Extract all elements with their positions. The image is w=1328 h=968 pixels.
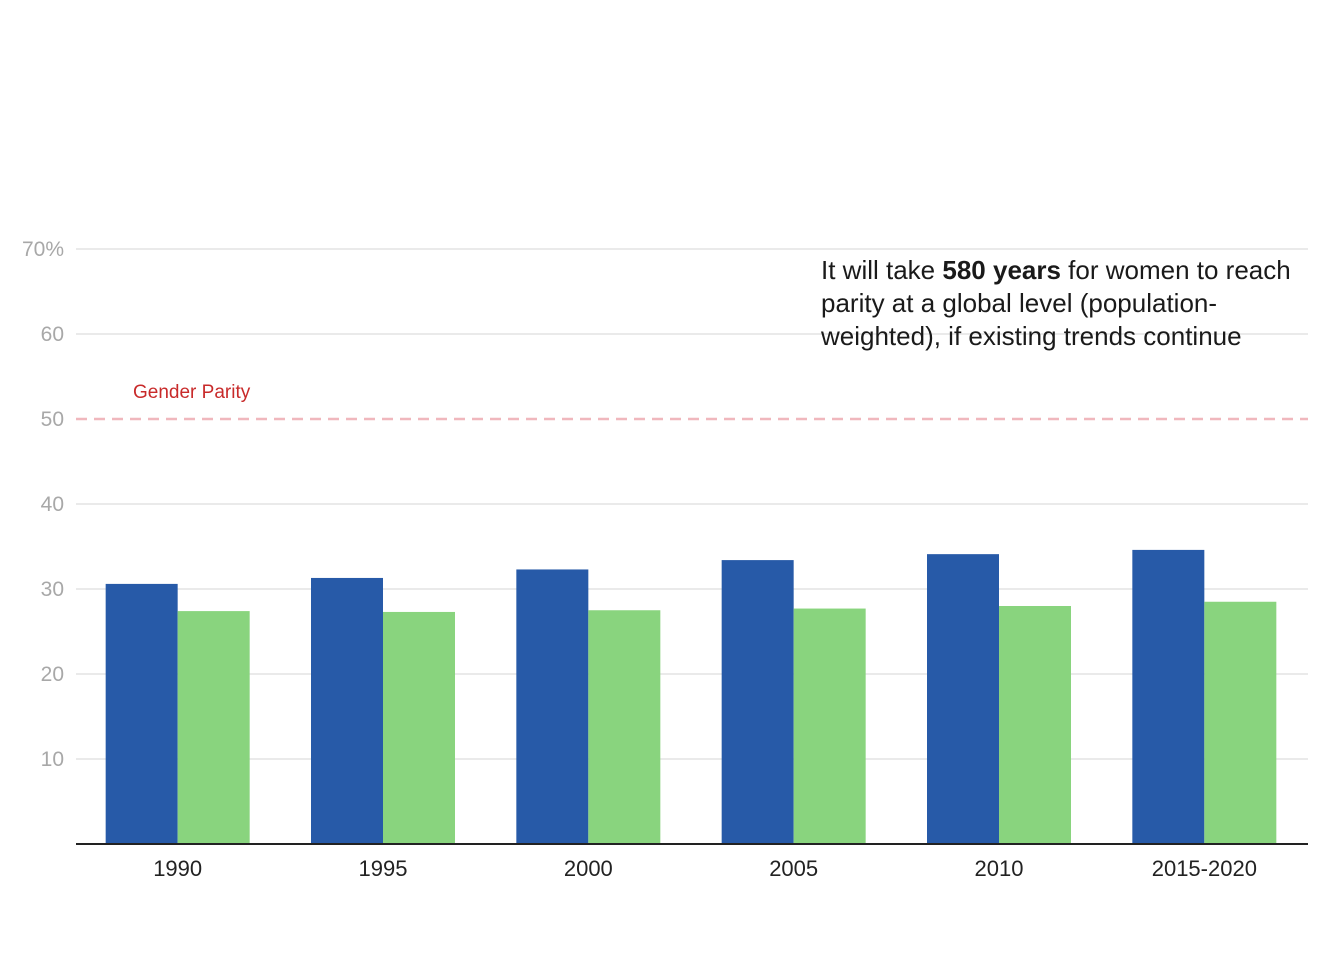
y-tick-label: 70% (22, 238, 64, 261)
bar-1995-series-1 (311, 577, 383, 844)
y-tick-label: 30 (41, 578, 64, 601)
gender-parity-reference: Gender Parity (76, 382, 1308, 421)
gridlines (76, 248, 1308, 760)
x-tick-label: 2015-2020 (1152, 856, 1257, 881)
y-tick-label: 10 (41, 748, 64, 771)
y-tick-label: 60 (41, 323, 64, 346)
bar-2015-2020-series-2 (1204, 601, 1277, 844)
y-tick-label: 40 (41, 493, 64, 516)
y-axis-ticks: 70% 60 50 40 30 20 10 (22, 238, 64, 771)
bar-2010-series-1 (927, 554, 999, 844)
bar-1990-series-2 (177, 611, 250, 844)
bar-2010-series-2 (999, 606, 1071, 844)
annotation-prefix: It will take (821, 255, 943, 285)
x-tick-label: 2010 (975, 856, 1024, 881)
bar-1990-series-1 (105, 583, 178, 844)
bars (105, 549, 1277, 844)
x-tick-label: 2000 (564, 856, 613, 881)
x-tick-label: 2005 (769, 856, 818, 881)
bar-2015-2020-series-1 (1132, 549, 1205, 844)
annotation-suffix: for women to reach parity at a global le… (821, 255, 1291, 351)
annotation-highlight: 580 years (942, 255, 1061, 285)
x-axis-ticks: 1990 1995 2000 2005 2010 2015-2020 (153, 856, 1257, 881)
bar-2000-series-2 (588, 610, 661, 844)
bar-2005-series-1 (721, 560, 794, 844)
chart-annotation: It will take 580 years for women to reac… (821, 254, 1291, 353)
x-tick-label: 1990 (153, 856, 202, 881)
bar-1995-series-2 (383, 611, 455, 844)
bar-2005-series-2 (793, 608, 866, 844)
bar-2000-series-1 (516, 569, 589, 844)
x-tick-label: 1995 (359, 856, 408, 881)
gender-parity-label: Gender Parity (133, 382, 251, 403)
y-tick-label: 20 (41, 663, 64, 686)
y-tick-label: 50 (41, 408, 64, 431)
